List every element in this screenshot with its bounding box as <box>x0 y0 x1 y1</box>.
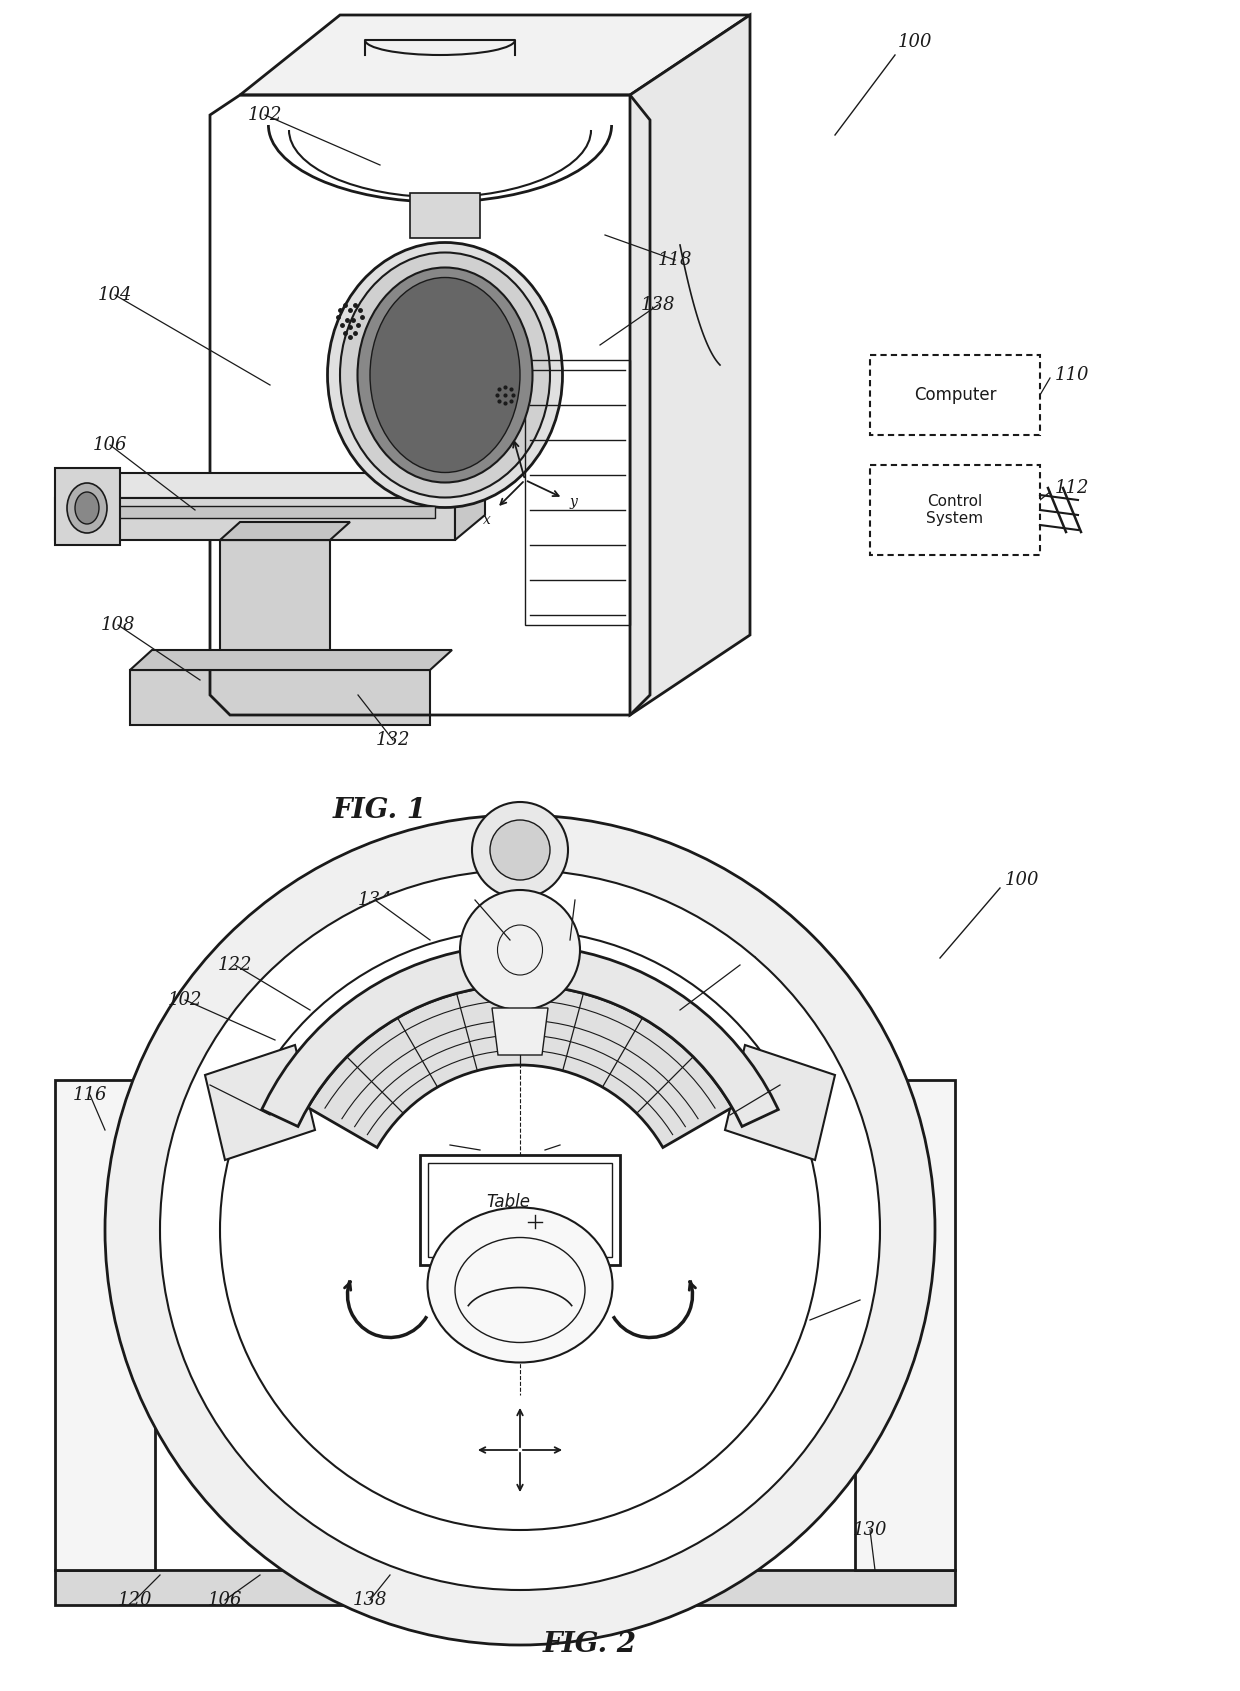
Text: Table: Table <box>486 1192 529 1211</box>
Ellipse shape <box>428 1207 613 1363</box>
Text: FIG. 2: FIG. 2 <box>543 1632 637 1659</box>
Circle shape <box>472 802 568 898</box>
Text: 128: 128 <box>763 1075 797 1094</box>
Text: z: z <box>503 419 511 435</box>
Text: 106: 106 <box>208 1591 242 1610</box>
Polygon shape <box>205 1045 315 1160</box>
Circle shape <box>490 820 551 879</box>
Text: 118: 118 <box>657 250 692 269</box>
Bar <box>55 1081 155 1569</box>
Text: Control
System: Control System <box>926 494 983 526</box>
Polygon shape <box>725 1045 835 1160</box>
Bar <box>410 193 480 238</box>
Ellipse shape <box>340 252 551 497</box>
Circle shape <box>460 889 580 1010</box>
Text: 100: 100 <box>1004 871 1039 889</box>
Text: 124: 124 <box>192 1075 227 1094</box>
Polygon shape <box>492 1008 548 1055</box>
Text: 130: 130 <box>853 1520 888 1539</box>
Ellipse shape <box>357 267 532 482</box>
Text: 140: 140 <box>433 1136 467 1153</box>
Text: 104: 104 <box>98 286 133 304</box>
Circle shape <box>105 815 935 1645</box>
Text: Computer: Computer <box>914 386 996 404</box>
Bar <box>870 465 1040 555</box>
Bar <box>130 670 430 725</box>
Bar <box>55 468 120 545</box>
Polygon shape <box>130 649 453 670</box>
Text: 102: 102 <box>248 107 283 123</box>
Text: 142: 142 <box>558 891 593 910</box>
Ellipse shape <box>370 277 520 472</box>
Bar <box>428 1163 613 1256</box>
Bar <box>856 1081 955 1569</box>
Text: 100: 100 <box>898 34 932 51</box>
Text: FIG. 1: FIG. 1 <box>334 796 427 824</box>
Ellipse shape <box>327 242 563 507</box>
Text: 136: 136 <box>792 1311 827 1329</box>
Text: 132: 132 <box>376 731 410 749</box>
Polygon shape <box>308 986 732 1148</box>
Text: 108: 108 <box>100 616 135 634</box>
Text: 106: 106 <box>93 436 128 453</box>
Bar <box>64 506 435 517</box>
Text: 138: 138 <box>641 296 676 315</box>
Text: 112: 112 <box>1055 479 1090 497</box>
Text: x: x <box>572 1442 579 1458</box>
Polygon shape <box>219 523 350 539</box>
Text: 102: 102 <box>167 991 202 1010</box>
Text: y: y <box>525 1385 532 1398</box>
Polygon shape <box>241 15 750 95</box>
Polygon shape <box>455 473 485 539</box>
Ellipse shape <box>67 484 107 533</box>
Text: 122: 122 <box>218 955 252 974</box>
Bar <box>420 1155 620 1265</box>
Circle shape <box>219 930 820 1530</box>
Polygon shape <box>630 15 750 715</box>
Text: y: y <box>569 495 577 509</box>
Text: 134: 134 <box>358 891 392 910</box>
Text: x: x <box>484 512 491 528</box>
Text: 110: 110 <box>1055 365 1090 384</box>
Bar <box>870 355 1040 435</box>
Text: 116: 116 <box>73 1086 107 1104</box>
Text: 104: 104 <box>543 1136 578 1153</box>
Bar <box>55 499 455 539</box>
Circle shape <box>160 869 880 1590</box>
Text: 138: 138 <box>352 1591 387 1610</box>
Polygon shape <box>55 473 485 499</box>
Bar <box>55 1569 955 1605</box>
Text: 126: 126 <box>723 955 758 974</box>
Polygon shape <box>262 945 779 1126</box>
Bar <box>219 539 330 670</box>
Bar <box>525 360 630 626</box>
Text: 120: 120 <box>118 1591 153 1610</box>
Text: 114: 114 <box>458 891 492 910</box>
Polygon shape <box>465 900 575 971</box>
Ellipse shape <box>74 492 99 524</box>
